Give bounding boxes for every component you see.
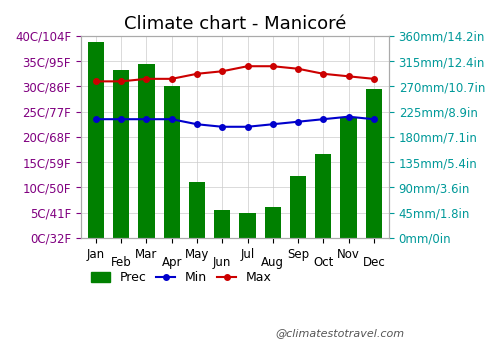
- Bar: [240, 212, 256, 238]
- Text: @climatestotravel.com: @climatestotravel.com: [275, 328, 404, 338]
- Bar: [264, 207, 281, 238]
- Bar: [138, 64, 154, 238]
- Bar: [189, 182, 205, 238]
- Bar: [366, 89, 382, 238]
- Bar: [88, 42, 104, 238]
- Bar: [214, 210, 230, 238]
- Bar: [315, 154, 332, 238]
- Bar: [290, 176, 306, 238]
- Bar: [164, 86, 180, 238]
- Bar: [340, 117, 356, 238]
- Title: Climate chart - Manicoré: Climate chart - Manicoré: [124, 15, 346, 33]
- Legend: Prec, Min, Max: Prec, Min, Max: [87, 267, 276, 288]
- Bar: [113, 70, 130, 238]
